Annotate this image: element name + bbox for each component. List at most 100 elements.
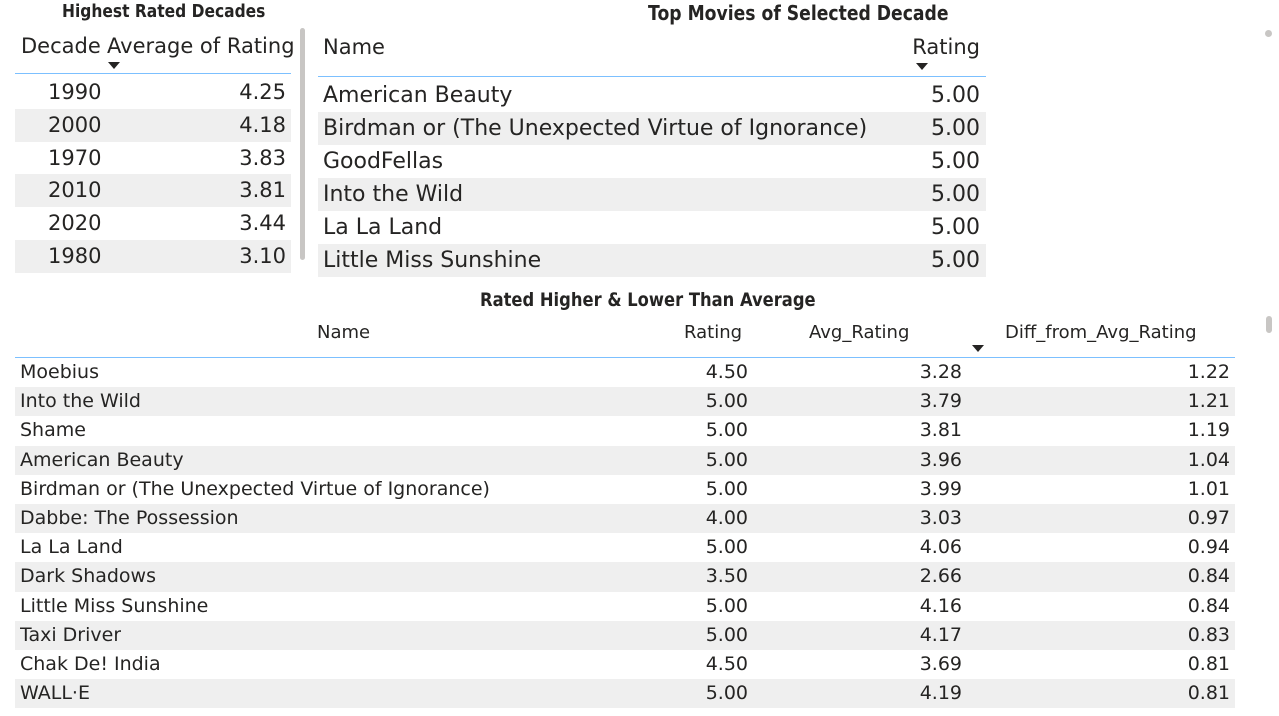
rated-table: Name Rating Avg_Rating Diff_from_Avg_Rat… bbox=[15, 316, 1235, 716]
movie-name-cell: Little Miss Sunshine bbox=[20, 594, 209, 617]
avg-rating-cell: 3.03 bbox=[919, 507, 962, 529]
decade-cell: 2010 bbox=[48, 178, 102, 203]
movie-name-cell: Chak De! India bbox=[20, 653, 161, 675]
rating-column-header[interactable]: Rating bbox=[684, 322, 743, 343]
avg-rating-cell: 2.66 bbox=[919, 565, 962, 588]
rating-cell: 5.00 bbox=[705, 477, 748, 500]
decade-cell: 2000 bbox=[48, 112, 102, 137]
decade-row[interactable]: 2010 3.81 bbox=[15, 174, 291, 208]
rating-cell: 5.00 bbox=[931, 116, 980, 141]
rating-cell: 5.00 bbox=[705, 682, 748, 705]
rated-row[interactable]: La La Land 5.00 4.06 0.94 bbox=[15, 533, 1235, 562]
sort-desc-icon[interactable] bbox=[972, 345, 984, 352]
rated-row[interactable]: Birdman or (The Unexpected Virtue of Ign… bbox=[15, 475, 1235, 504]
name-column-header[interactable]: Name bbox=[323, 35, 385, 59]
decade-row[interactable]: 2000 4.18 bbox=[15, 108, 291, 142]
movie-name-cell: Into the Wild bbox=[323, 182, 464, 207]
rated-row[interactable]: Taxi Driver 5.00 4.17 0.83 bbox=[15, 620, 1235, 650]
scroll-indicator-dot bbox=[1265, 30, 1272, 37]
movie-row[interactable]: Little Miss Sunshine 5.00 bbox=[318, 244, 986, 277]
rated-row[interactable]: Little Miss Sunshine 5.00 4.16 0.84 bbox=[15, 592, 1235, 621]
movie-name-cell: Birdman or (The Unexpected Virtue of Ign… bbox=[20, 477, 490, 500]
rating-cell: 3.50 bbox=[705, 565, 748, 588]
rating-cell: 4.00 bbox=[705, 507, 748, 529]
diff-cell: 0.81 bbox=[1187, 682, 1230, 705]
rating-column-header[interactable]: Rating bbox=[912, 35, 980, 59]
page-scrollbar[interactable] bbox=[1266, 316, 1272, 333]
avg-rating-cell: 4.25 bbox=[239, 80, 286, 104]
avg-rating-cell: 3.79 bbox=[919, 390, 962, 413]
rated-row[interactable]: WALL·E 5.00 4.19 0.81 bbox=[15, 679, 1235, 709]
movie-name-cell: Shame bbox=[20, 419, 86, 442]
rated-row[interactable]: Dark Shadows 3.50 2.66 0.84 bbox=[15, 562, 1235, 592]
rating-cell: 5.00 bbox=[705, 594, 748, 617]
diff-cell: 0.97 bbox=[1187, 507, 1230, 529]
avg-rating-cell: 3.10 bbox=[239, 244, 286, 268]
rated-row[interactable]: Dabbe: The Possession 4.00 3.03 0.97 bbox=[15, 504, 1235, 534]
rated-row[interactable]: Shame 5.00 3.81 1.19 bbox=[15, 416, 1235, 445]
movie-name-cell: La La Land bbox=[20, 536, 123, 559]
avg-rating-cell: 3.99 bbox=[919, 477, 962, 500]
rated-row[interactable]: American Beauty 5.00 3.96 1.04 bbox=[15, 445, 1235, 475]
diff-cell: 1.01 bbox=[1187, 477, 1230, 500]
decades-scrollbar[interactable] bbox=[300, 28, 305, 260]
rated-row[interactable]: Into the Wild 5.00 3.79 1.21 bbox=[15, 387, 1235, 417]
diff-cell: 1.22 bbox=[1187, 361, 1230, 383]
movie-name-cell: La La Land bbox=[323, 215, 443, 240]
movie-row[interactable]: La La Land 5.00 bbox=[318, 211, 986, 244]
movie-row[interactable]: GoodFellas 5.00 bbox=[318, 145, 986, 178]
movie-row[interactable]: Into the Wild 5.00 bbox=[318, 178, 986, 211]
movie-name-cell: Birdman or (The Unexpected Virtue of Ign… bbox=[323, 116, 868, 141]
decade-cell: 1990 bbox=[48, 80, 102, 104]
movie-name-cell: GoodFellas bbox=[323, 149, 444, 174]
movie-row[interactable]: American Beauty 5.00 bbox=[318, 79, 986, 112]
rating-cell: 5.00 bbox=[705, 536, 748, 559]
rating-cell: 5.00 bbox=[931, 182, 980, 207]
diff-cell: 0.94 bbox=[1187, 536, 1230, 559]
rated-title: Rated Higher & Lower Than Average bbox=[480, 289, 816, 311]
rating-cell: 4.50 bbox=[705, 361, 748, 383]
diff-cell: 1.04 bbox=[1187, 448, 1230, 471]
avg-rating-cell: 3.96 bbox=[919, 448, 962, 471]
rating-cell: 5.00 bbox=[705, 390, 748, 413]
decade-row[interactable]: 1990 4.25 bbox=[15, 76, 291, 109]
decade-cell: 2020 bbox=[48, 211, 102, 236]
decade-column-header[interactable]: Decade bbox=[21, 34, 101, 58]
rating-cell: 5.00 bbox=[931, 83, 980, 108]
movie-name-cell: Into the Wild bbox=[20, 390, 141, 413]
diff-column-header[interactable]: Diff_from_Avg_Rating bbox=[1005, 322, 1197, 343]
rating-cell: 5.00 bbox=[931, 149, 980, 174]
movie-name-cell: Little Miss Sunshine bbox=[323, 248, 542, 273]
rating-cell: 5.00 bbox=[705, 623, 748, 646]
movie-name-cell: American Beauty bbox=[323, 83, 513, 108]
diff-cell: 0.81 bbox=[1187, 653, 1230, 675]
avg-rating-column-header[interactable]: Average of Rating bbox=[107, 34, 295, 58]
diff-cell: 0.84 bbox=[1187, 565, 1230, 588]
avg-rating-column-header[interactable]: Avg_Rating bbox=[809, 322, 910, 343]
sort-desc-icon[interactable] bbox=[916, 63, 928, 70]
avg-rating-cell: 4.19 bbox=[919, 682, 962, 705]
movie-name-cell: Taxi Driver bbox=[20, 623, 122, 646]
decade-row[interactable]: 1970 3.83 bbox=[15, 142, 291, 175]
avg-rating-cell: 3.81 bbox=[239, 178, 286, 203]
avg-rating-cell: 4.17 bbox=[919, 623, 962, 646]
rating-cell: 5.00 bbox=[705, 448, 748, 471]
decade-row[interactable]: 2020 3.44 bbox=[15, 207, 291, 240]
rated-row[interactable]: Chak De! India 4.50 3.69 0.81 bbox=[15, 650, 1235, 679]
name-column-header[interactable]: Name bbox=[317, 322, 371, 343]
sort-desc-icon[interactable] bbox=[108, 62, 120, 69]
movie-name-cell: American Beauty bbox=[20, 448, 184, 471]
avg-rating-cell: 4.18 bbox=[239, 112, 286, 137]
movie-row[interactable]: Birdman or (The Unexpected Virtue of Ign… bbox=[318, 112, 986, 145]
avg-rating-cell: 4.16 bbox=[919, 594, 962, 617]
decades-title: Highest Rated Decades bbox=[62, 1, 266, 22]
diff-cell: 0.83 bbox=[1187, 623, 1230, 646]
movie-name-cell: Dark Shadows bbox=[20, 565, 156, 588]
avg-rating-cell: 4.06 bbox=[919, 536, 962, 559]
top-movies-title: Top Movies of Selected Decade bbox=[648, 1, 949, 25]
rating-cell: 4.50 bbox=[705, 653, 748, 675]
rated-row[interactable]: Moebius 4.50 3.28 1.22 bbox=[15, 358, 1235, 387]
avg-rating-cell: 3.81 bbox=[919, 419, 962, 442]
decade-row[interactable]: 1980 3.10 bbox=[15, 240, 291, 273]
diff-cell: 1.19 bbox=[1187, 419, 1230, 442]
